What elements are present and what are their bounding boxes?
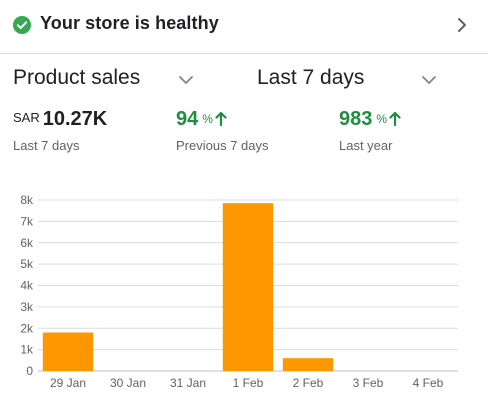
- change-vs-previous-value: 94: [176, 108, 199, 130]
- y-tick-label: 2k: [20, 321, 34, 335]
- total-sales-value: 10.27K: [42, 108, 108, 130]
- percent-sign: %: [376, 112, 388, 126]
- arrow-up-icon: [215, 111, 227, 126]
- y-tick-label: 5k: [20, 257, 34, 271]
- bar: [42, 332, 94, 371]
- bar: [282, 358, 334, 371]
- chevron-down-icon: [422, 76, 436, 84]
- stat-vs-last-year: 983% Last year: [339, 108, 401, 153]
- sales-bar-chart: 0 1k 2k 3k 4k 5k 6k 7k 8k 29 Jan 30 Jan 31 Jan 1 Feb…: [20, 193, 458, 390]
- metric-dropdown[interactable]: Product sales: [13, 66, 203, 96]
- x-tick-label: 2 Feb: [293, 376, 324, 390]
- x-tick-label: 1 Feb: [233, 376, 264, 390]
- y-tick-label: 7k: [20, 214, 34, 228]
- stat-vs-previous: 94% Previous 7 days: [176, 108, 269, 153]
- stat-caption: Last year: [339, 138, 393, 153]
- x-tick-label: 31 Jan: [170, 376, 206, 390]
- change-vs-last-year-value: 983: [339, 108, 373, 130]
- bar: [222, 203, 274, 371]
- date-range-dropdown[interactable]: Last 7 days: [257, 66, 447, 96]
- store-health-banner[interactable]: Your store is healthy: [0, 0, 488, 53]
- arrow-up-icon: [389, 111, 401, 126]
- x-tick-label: 3 Feb: [353, 376, 384, 390]
- percent-sign: %: [202, 112, 213, 126]
- y-tick-label: 8k: [20, 193, 34, 207]
- metric-dropdown-value: Product sales: [13, 66, 141, 89]
- section-divider: [0, 53, 488, 54]
- y-tick-label: 6k: [20, 236, 34, 250]
- x-tick-label: 29 Jan: [50, 376, 86, 390]
- stat-total-sales: SAR 10.27K Last 7 days: [13, 108, 107, 153]
- y-tick-label: 4k: [20, 279, 34, 293]
- y-tick-label: 1k: [20, 343, 34, 357]
- y-tick-label: 0: [26, 364, 33, 378]
- currency-code: SAR: [13, 110, 40, 125]
- store-health-message: Your store is healthy: [40, 13, 219, 33]
- x-tick-label: 30 Jan: [110, 376, 146, 390]
- stat-caption: Previous 7 days: [176, 138, 269, 153]
- chevron-right-icon[interactable]: [455, 15, 469, 35]
- date-range-dropdown-value: Last 7 days: [257, 66, 365, 89]
- x-tick-label: 4 Feb: [413, 376, 444, 390]
- y-tick-label: 3k: [20, 300, 34, 314]
- stat-caption: Last 7 days: [13, 138, 80, 153]
- check-circle-icon: [13, 16, 31, 34]
- chevron-down-icon: [179, 76, 193, 84]
